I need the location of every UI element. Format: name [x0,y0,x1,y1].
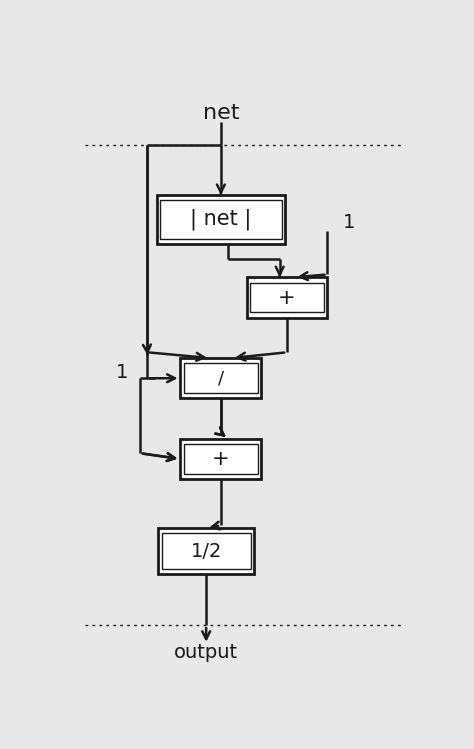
Bar [246,277,328,318]
Bar [250,282,324,312]
Bar [181,358,261,398]
Bar [156,195,285,244]
Bar [184,444,258,474]
Text: /: / [218,369,224,387]
Bar [181,439,261,479]
Bar [160,200,282,239]
Text: output: output [174,643,238,661]
Text: 1/2: 1/2 [191,542,222,561]
Text: net: net [202,103,239,123]
Text: 1: 1 [343,213,356,232]
Bar [162,533,251,569]
Text: +: + [278,288,296,308]
Bar [184,363,258,393]
Text: +: + [212,449,230,469]
Text: 1: 1 [116,363,128,382]
Text: | net |: | net | [190,209,252,231]
Bar [158,528,254,574]
